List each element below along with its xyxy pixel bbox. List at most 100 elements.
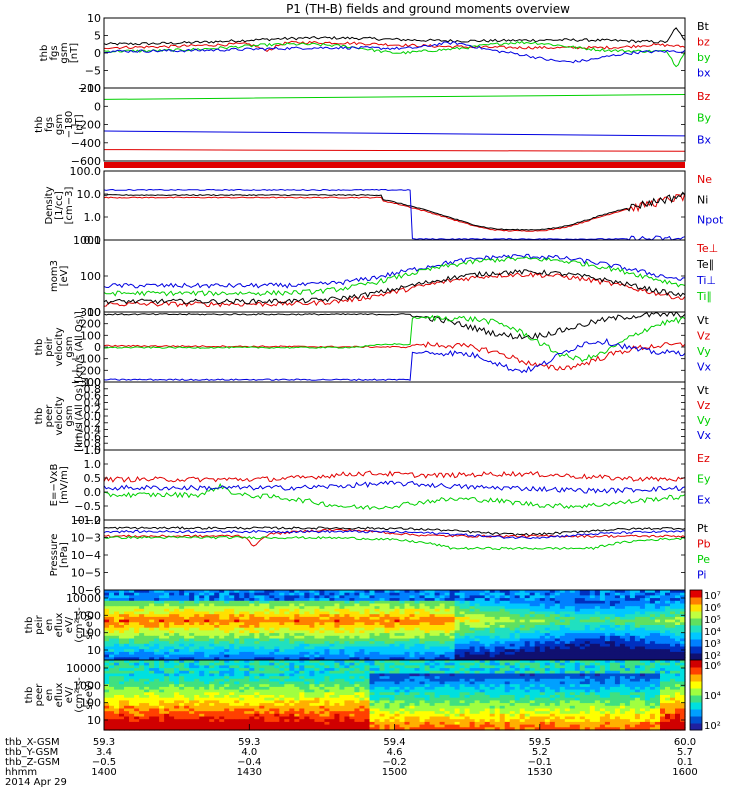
spectrogram-cell [344, 681, 350, 685]
spectrogram-cell [189, 654, 195, 658]
spectrogram-cell [194, 684, 200, 688]
spectrogram-cell [114, 608, 120, 613]
spectrogram-cell [634, 625, 641, 629]
spectrogram-cell [419, 611, 426, 615]
spectrogram-cell [264, 625, 270, 629]
spectrogram-cell [249, 641, 255, 645]
spectrogram-cell [374, 611, 381, 615]
spectrogram-cell [549, 641, 556, 645]
spectrogram-cell [519, 651, 526, 656]
spectrogram-cell [104, 673, 110, 677]
spectrogram-cell [639, 651, 646, 656]
spectrogram-cell [244, 681, 250, 685]
spectrogram-cell [554, 641, 561, 645]
spectrogram-cell [364, 673, 370, 677]
spectrogram-cell [244, 641, 250, 645]
spectrogram-cell [189, 692, 195, 696]
spectrogram-cell [104, 684, 110, 688]
spectrogram-cell [414, 600, 421, 605]
spectrogram-cell [144, 689, 150, 693]
spectrogram-cell [459, 625, 466, 629]
spectrogram-cell [119, 646, 125, 650]
spectrogram-cell [589, 678, 596, 683]
spectrogram-cell [599, 662, 606, 666]
spectrogram-cell [424, 590, 431, 594]
spectrogram-cell [484, 630, 491, 634]
spectrogram-cell [379, 592, 386, 596]
spectrogram-cell [269, 668, 275, 672]
spectrogram-cell [259, 665, 265, 669]
spectrogram-cell [329, 662, 335, 666]
spectrogram-cell [614, 592, 621, 596]
spectrogram-cell [409, 660, 416, 664]
spectrogram-cell [159, 643, 165, 648]
spectrogram-cell [539, 638, 546, 642]
spectrogram-cell [404, 595, 411, 599]
spectrogram-cell [119, 611, 125, 615]
spectrogram-cell [144, 611, 150, 615]
spectrogram-cell [179, 625, 185, 629]
spectrogram-cell [514, 665, 521, 669]
spectrogram-cell [204, 625, 210, 629]
y-tick-label: 0.8 [84, 383, 102, 396]
spectrogram-cell [179, 598, 185, 602]
spectrogram-cell [329, 686, 335, 691]
spectrogram-cell [444, 665, 451, 669]
spectrogram-cell [189, 611, 195, 615]
spectrogram-cell [224, 592, 230, 596]
spectrogram-cell [114, 684, 120, 688]
spectrogram-cell [144, 598, 150, 602]
spectrogram-cell [109, 590, 115, 594]
spectrogram-cell [494, 606, 501, 610]
spectrogram-cell [469, 646, 476, 650]
spectrogram-cell [259, 619, 265, 623]
spectrogram-cell [109, 651, 115, 656]
spectrogram-cell [474, 646, 481, 650]
spectrogram-cell [159, 692, 165, 696]
spectrogram-cell [264, 695, 270, 699]
spectrogram-cell [184, 614, 190, 618]
spectrogram-cell [344, 595, 350, 599]
legend-Pi: Pi [697, 569, 706, 582]
spectrogram-cell [514, 590, 521, 594]
spectrogram-cell [399, 676, 406, 680]
spectrogram-cell [304, 678, 310, 683]
spectrogram-cell [489, 673, 496, 677]
spectrogram-cell [344, 676, 350, 680]
spectrogram-cell [439, 625, 446, 629]
spectrogram-cell [504, 649, 511, 653]
spectrogram-cell [579, 614, 586, 618]
spectrogram-cell [539, 590, 546, 594]
spectrogram-cell [194, 630, 200, 634]
spectrogram-cell [164, 635, 170, 640]
spectrogram-cell [349, 697, 355, 701]
spectrogram-cell [349, 686, 355, 691]
spectrogram-cell [299, 633, 305, 637]
spectrogram-cell [554, 668, 561, 672]
spectrogram-cell [174, 692, 180, 696]
spectrogram-cell [419, 641, 426, 645]
spectrogram-cell [179, 697, 185, 701]
spectrogram-cell [349, 689, 355, 693]
spectrogram-cell [139, 598, 145, 602]
spectrogram-cell [384, 662, 391, 666]
spectrogram-cell [459, 670, 466, 675]
spectrogram-cell [619, 641, 626, 645]
spectrogram-cell [194, 657, 200, 661]
spectrogram-cell [499, 689, 506, 693]
spectrogram-cell [429, 611, 436, 615]
spectrogram-cell [314, 616, 320, 621]
spectrogram-cell [524, 641, 531, 645]
spectrogram-cell [554, 665, 561, 669]
spectrogram-cell [464, 695, 471, 699]
spectrogram-cell [289, 595, 295, 599]
spectrogram-cell [544, 616, 551, 621]
colorbar-tick-label: 10⁴ [704, 627, 721, 638]
spectrogram-cell [579, 651, 586, 656]
spectrogram-cell [624, 606, 631, 610]
spectrogram-cell [654, 695, 661, 699]
spectrogram-cell [349, 633, 355, 637]
spectrogram-cell [639, 692, 646, 696]
spectrogram-cell [174, 654, 180, 658]
spectrogram-cell [680, 592, 686, 596]
